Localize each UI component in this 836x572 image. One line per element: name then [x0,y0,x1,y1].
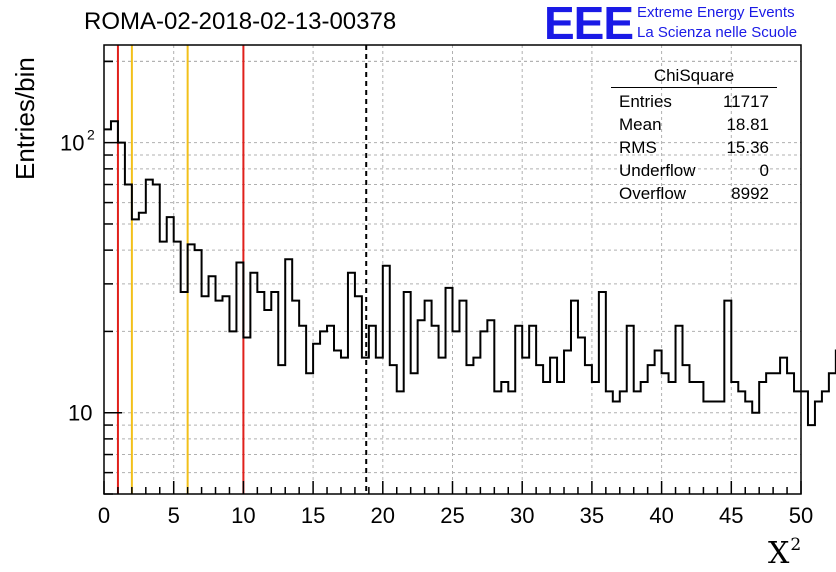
x-axis-label: X2 [768,535,802,571]
x-tick-label: 35 [580,503,604,528]
y-tick-label: 10 [60,131,84,156]
y-axis-label: Entries/bin [10,57,40,180]
stats-row-mean: Mean 18.81 [611,113,777,136]
histogram-series [104,120,836,427]
reference-lines [116,45,368,494]
stats-value: 8992 [731,184,769,203]
logo-line-2: La Scienza nelle Scuole [637,24,798,41]
x-tick-label: 15 [301,503,325,528]
stats-title: ChiSquare [611,66,777,88]
x-tick-label: 25 [440,503,464,528]
stats-value: 18.81 [726,115,769,134]
stats-label: RMS [619,138,657,157]
run-title: ROMA-02-2018-02-13-00378 [84,8,397,35]
stats-label: Overflow [619,184,687,203]
stats-row-rms: RMS 15.36 [611,136,777,159]
stats-row-underflow: Underflow 0 [611,159,777,182]
y-tick-label: 10 [68,401,92,426]
eee-logo: EEE [544,0,634,49]
stats-row-overflow: Overflow 8992 [611,182,777,205]
logo-line-1: Extreme Energy Events [637,4,795,21]
x-tick-label: 50 [789,503,813,528]
stats-value: 11717 [722,92,769,111]
stats-value: 15.36 [726,138,769,157]
stats-value: 0 [759,161,769,180]
x-tick-label: 0 [98,503,110,528]
axis-ticks [103,60,802,495]
x-tick-label: 45 [719,503,743,528]
stats-row-entries: Entries 11717 [611,90,777,113]
x-tick-label: 40 [649,503,673,528]
stats-box: ChiSquare Entries 11717 Mean 18.81 RMS 15.3… [611,66,777,205]
stats-label: Mean [619,115,662,134]
x-tick-label: 30 [510,503,534,528]
stats-label: Entries [619,92,672,111]
x-tick-label: 10 [231,503,255,528]
y-tick-label-exponent: 2 [87,127,95,143]
x-tick-label: 5 [168,503,180,528]
stats-label: Underflow [619,161,696,180]
x-tick-label: 20 [371,503,395,528]
